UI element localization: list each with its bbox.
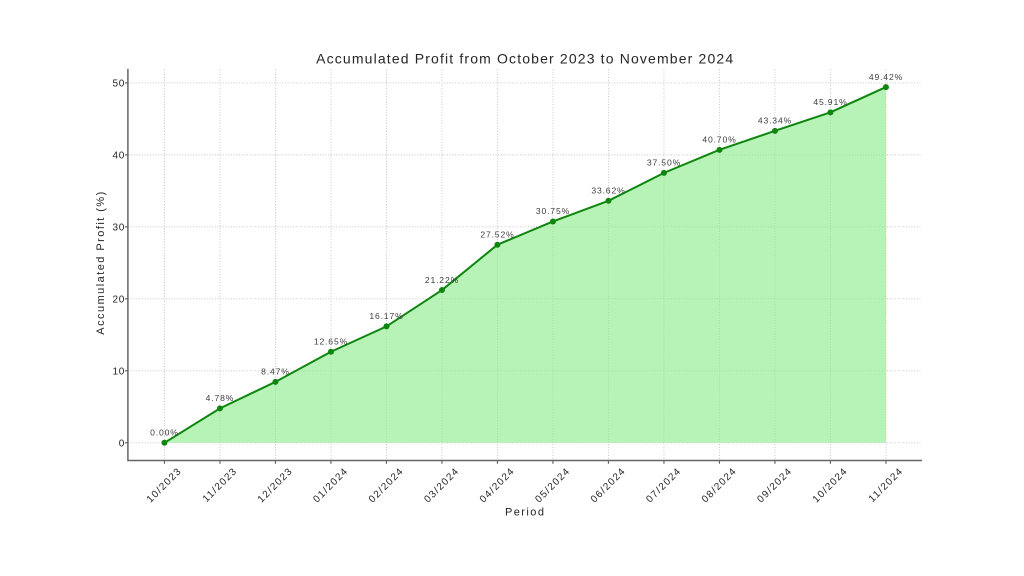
svg-text:0.00%: 0.00% [150,428,179,438]
svg-text:16.17%: 16.17% [369,311,403,321]
svg-text:37.50%: 37.50% [647,158,681,168]
svg-text:Accumulated Profit (%): Accumulated Profit (%) [95,190,107,334]
svg-text:43.34%: 43.34% [758,116,792,126]
svg-text:30.75%: 30.75% [536,206,570,216]
svg-text:40: 40 [112,151,125,162]
svg-text:0: 0 [119,439,125,450]
svg-text:30: 30 [112,223,125,234]
svg-text:10: 10 [112,367,125,378]
svg-text:49.42%: 49.42% [869,72,903,82]
svg-text:50: 50 [112,79,125,90]
svg-text:45.91%: 45.91% [813,97,847,107]
svg-text:33.62%: 33.62% [591,186,625,196]
svg-text:4.78%: 4.78% [206,393,235,403]
svg-text:8.47%: 8.47% [261,367,290,377]
svg-text:Period: Period [505,507,546,519]
svg-text:40.70%: 40.70% [702,135,736,145]
svg-text:Accumulated Profit from Octobe: Accumulated Profit from October 2023 to … [316,51,734,67]
svg-text:21.22%: 21.22% [425,275,459,285]
svg-text:20: 20 [112,295,125,306]
svg-text:27.52%: 27.52% [480,229,514,239]
svg-text:12.65%: 12.65% [314,336,348,346]
